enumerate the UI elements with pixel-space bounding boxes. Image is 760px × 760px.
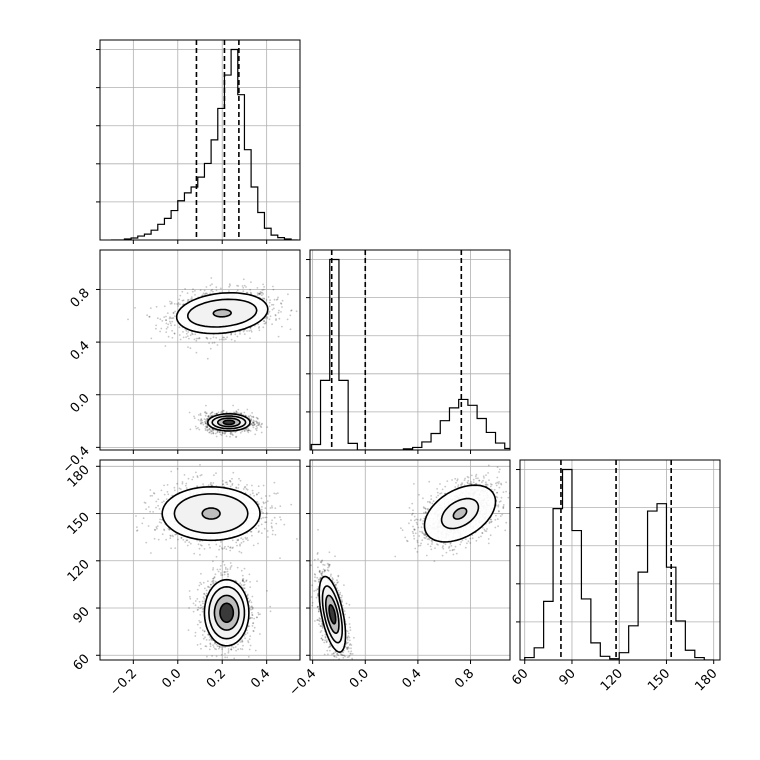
panel-border [99, 459, 301, 661]
histogram-step [310, 258, 510, 450]
x-axis-p1: −0.2 0.0 0.2 0.4 [107, 660, 273, 699]
x-axis-p3: 60 90 120 150 180 [509, 660, 721, 694]
histogram-bins [310, 258, 510, 450]
histogram-step [524, 468, 714, 660]
x-tick-label: 0.0 [347, 666, 372, 691]
contour-mode-1 [175, 292, 269, 335]
y-tick-label: 150 [65, 510, 93, 538]
contour-mode-2 [203, 578, 250, 647]
contour-mode-2 [318, 575, 347, 653]
x-tick-label: 0.0 [159, 666, 184, 691]
x-tick-label: 150 [645, 666, 673, 694]
x-tick-label: 180 [692, 666, 720, 694]
histogram-bins [111, 48, 298, 240]
x-tick-label: 60 [509, 666, 531, 688]
histogram-param2-marginal [306, 249, 511, 451]
panel-border [99, 39, 301, 241]
panel-border [519, 459, 721, 661]
contour-level [212, 308, 232, 318]
y-tick-label: 90 [71, 604, 93, 626]
x-axis-p2: −0.4 0.0 0.4 0.8 [287, 660, 477, 699]
x-tick-label: −0.4 [287, 666, 320, 699]
x-tick-label: 0.4 [248, 666, 273, 691]
histogram-param1-marginal [96, 39, 301, 241]
density-param1-vs-param2 [99, 249, 301, 451]
y-tick-label: 0.0 [68, 391, 93, 416]
x-tick-label: 0.8 [452, 666, 477, 691]
contour-level [219, 602, 235, 623]
contour-mode-1 [161, 485, 261, 542]
density-param2-vs-param3 [309, 459, 511, 661]
panel-border [309, 459, 511, 661]
contour-level [201, 507, 221, 520]
y-tick-label: 0.4 [68, 338, 93, 363]
y-axis-p2: −0.40.00.40.8 [60, 286, 100, 477]
contour-level [328, 604, 337, 625]
panel-border [309, 249, 511, 451]
panel-border [99, 249, 301, 451]
x-tick-label: 0.4 [399, 666, 424, 691]
histogram-bins [524, 468, 714, 660]
density-param1-vs-param3 [99, 459, 301, 661]
histogram-param3-marginal [516, 459, 721, 661]
histogram-step [111, 48, 298, 240]
y-tick-label: 0.8 [68, 286, 93, 311]
contour-mode-2 [206, 413, 251, 432]
x-tick-label: −0.2 [107, 666, 140, 699]
contour-level [452, 507, 468, 520]
x-tick-label: 120 [598, 666, 626, 694]
x-tick-label: 0.2 [204, 666, 229, 691]
y-tick-label: 120 [65, 557, 93, 585]
contour-mode-1 [423, 484, 497, 543]
y-tick-label: 60 [71, 651, 93, 673]
x-tick-label: 90 [556, 666, 578, 688]
contour-level [222, 419, 236, 426]
